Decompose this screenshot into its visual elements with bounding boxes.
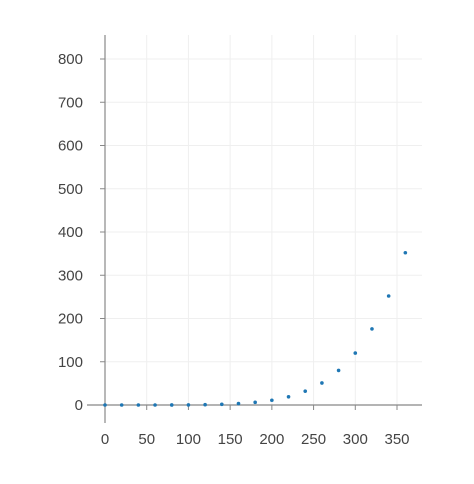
data-point (303, 389, 308, 393)
y-tick-label: 300 (58, 267, 83, 284)
data-points (103, 250, 408, 407)
axes (87, 35, 422, 423)
y-tick-label: 0 (75, 397, 83, 414)
y-axis-ticks: 0 100 200 300 400 500 600 700 800 (58, 51, 105, 414)
data-point (370, 327, 374, 331)
data-point (336, 368, 341, 373)
x-tick-label: 50 (138, 431, 155, 448)
y-tick-label: 800 (58, 51, 83, 68)
data-point (253, 400, 257, 405)
data-point (403, 250, 408, 255)
data-point (169, 403, 174, 407)
data-point (136, 403, 141, 407)
data-point (186, 403, 191, 407)
y-tick-label: 400 (58, 224, 83, 241)
x-tick-label: 0 (101, 431, 109, 448)
data-point (386, 294, 391, 298)
x-axis-ticks: 0 50 100 150 200 250 300 350 (101, 405, 410, 448)
grid (104, 35, 422, 406)
data-point (203, 402, 207, 407)
x-tick-label: 150 (218, 431, 243, 448)
data-point (353, 351, 358, 355)
data-point (119, 403, 124, 407)
data-point (220, 402, 224, 407)
y-tick-label: 500 (58, 181, 83, 198)
y-tick-label: 100 (58, 354, 83, 371)
data-point (320, 381, 324, 385)
data-point (103, 403, 107, 407)
x-tick-label: 250 (301, 431, 326, 448)
y-tick-label: 600 (58, 138, 83, 155)
data-point (153, 403, 157, 407)
data-point (286, 394, 291, 399)
data-point (236, 401, 241, 406)
data-point (270, 398, 274, 403)
y-tick-label: 200 (58, 311, 83, 328)
x-tick-label: 200 (259, 431, 284, 448)
x-tick-label: 300 (343, 431, 368, 448)
x-tick-label: 100 (176, 431, 201, 448)
y-tick-label: 700 (58, 94, 83, 111)
x-tick-label: 350 (384, 431, 409, 448)
